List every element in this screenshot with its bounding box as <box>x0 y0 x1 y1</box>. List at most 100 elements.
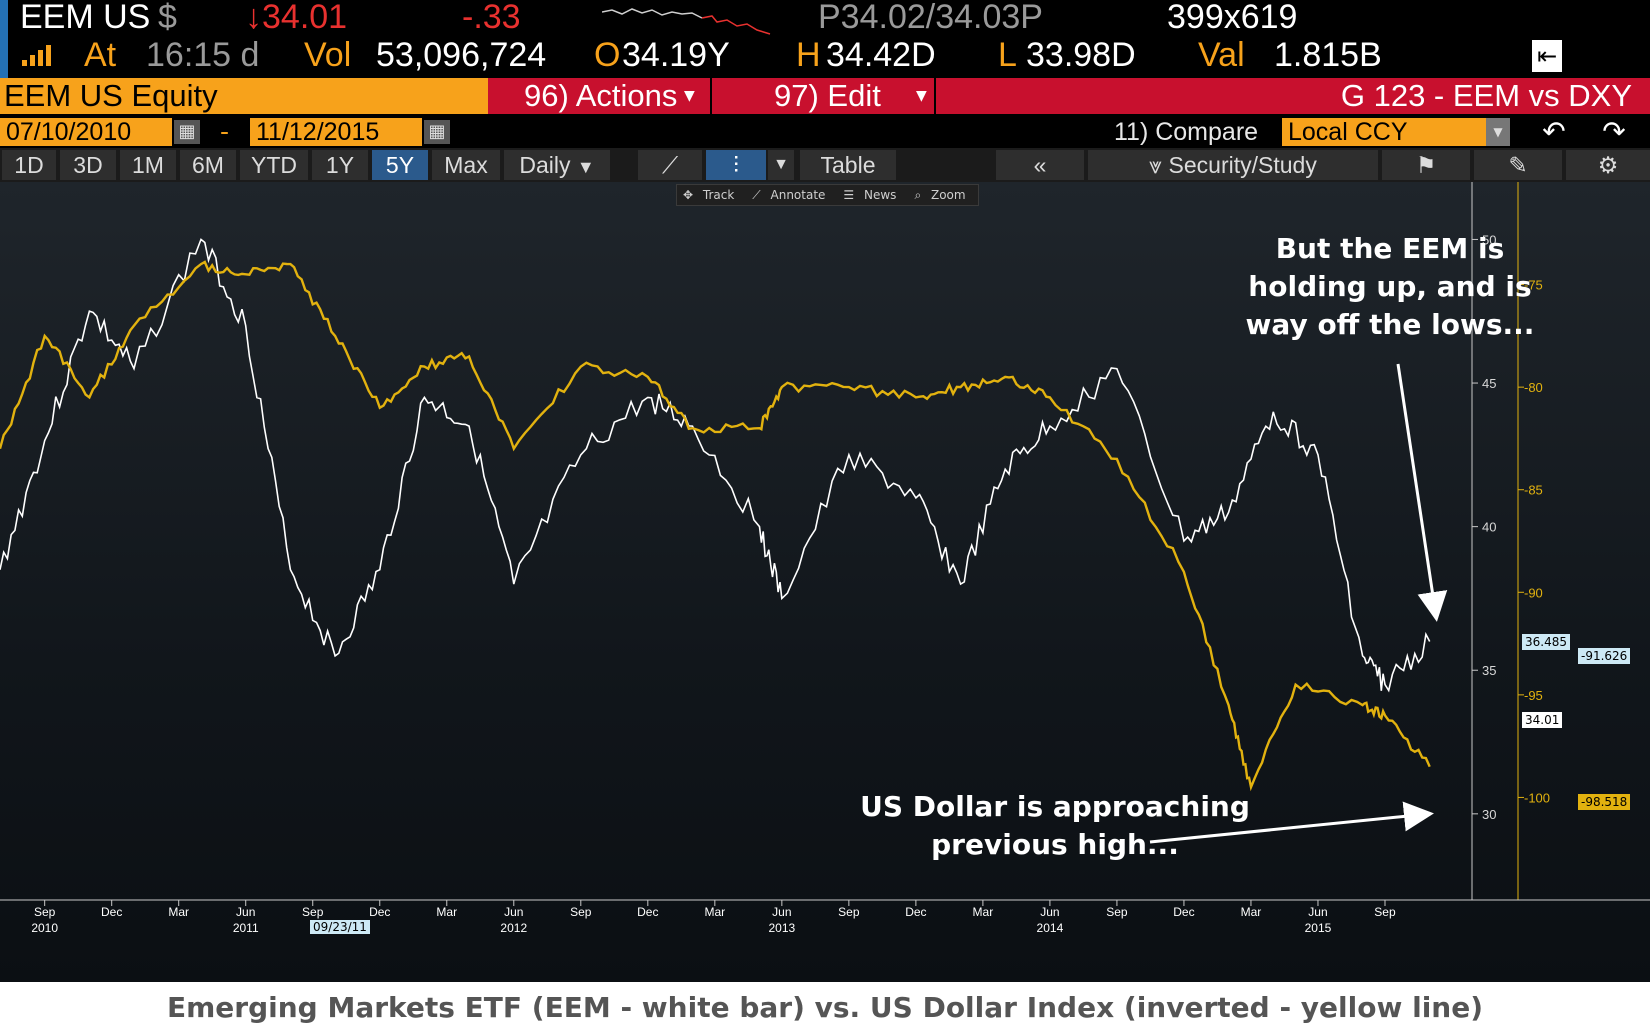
start-date-input[interactable]: 07/10/2010 <box>0 118 172 146</box>
flag-icon[interactable]: ⚑ <box>1382 150 1470 180</box>
left-tick-label: 50 <box>1482 232 1496 247</box>
sparkline-icon <box>602 8 771 35</box>
month-tick-label: Dec <box>369 905 390 919</box>
calendar-icon[interactable]: ▦ <box>174 120 200 144</box>
security-study-label: Security/Study <box>1168 152 1317 178</box>
news-tool[interactable]: ☰ News <box>837 185 908 205</box>
date-range-bar: 07/10/2010 ▦ - 11/12/2015 ▦ 11) Compare … <box>0 116 1650 148</box>
traded-value: 1.815B <box>1274 36 1382 74</box>
annotation-bottom: US Dollar is approaching previous high..… <box>860 788 1250 864</box>
high-label: H <box>796 36 821 74</box>
dxy-label-b: -98.518 <box>1578 794 1631 810</box>
right-tick-label: -80 <box>1524 380 1543 395</box>
month-tick-label: Dec <box>1173 905 1194 919</box>
month-tick-label: Mar <box>168 905 189 919</box>
compare-label: 11) Compare <box>1114 118 1259 146</box>
undo-icon[interactable]: ↶ <box>1542 115 1566 148</box>
annotation-arrow-bottom <box>1149 801 1434 844</box>
series-line-dxy <box>0 260 1431 792</box>
end-date-input[interactable]: 11/12/2015 <box>250 118 422 146</box>
period-1m[interactable]: 1M <box>120 150 176 180</box>
month-tick-label: Dec <box>905 905 926 919</box>
year-tick-label: 2014 <box>1037 921 1064 935</box>
low-label: L <box>998 36 1017 74</box>
dropdown-icon[interactable]: ▼ <box>1486 118 1510 146</box>
edit-menu[interactable]: 97) Edit ▼ <box>712 78 934 114</box>
open-label: O <box>594 36 621 74</box>
month-tick-label: Mar <box>1241 905 1262 919</box>
zoom-tool[interactable]: ⌕ Zoom <box>908 185 977 205</box>
frequency-label: Daily <box>519 152 571 178</box>
vol-label: Vol <box>304 36 352 74</box>
low-price: 33.98D <box>1026 36 1136 74</box>
news-label: News <box>864 188 897 202</box>
month-tick-label: Sep <box>302 905 324 919</box>
month-tick-label: Sep <box>838 905 860 919</box>
period-3d[interactable]: 3D <box>60 150 116 180</box>
month-tick-label: Dec <box>101 905 122 919</box>
study-icon: ⩔ <box>1149 152 1169 178</box>
volume: 53,096,724 <box>376 36 547 74</box>
track-tool[interactable]: ✥ Track <box>677 185 746 205</box>
gear-icon[interactable]: ⚙ <box>1566 150 1650 180</box>
track-label: Track <box>702 188 735 202</box>
year-tick-label: 2013 <box>768 921 795 935</box>
period-1y[interactable]: 1Y <box>312 150 368 180</box>
chart-svg: 50 45 40 35 30 -75 -80 -85 -90 -95 -100 Sep Dec Mar Ju… <box>0 182 1650 935</box>
security-field[interactable]: EEM US Equity <box>0 78 488 114</box>
dropdown-icon: ▼ <box>916 88 927 104</box>
annotate-tool[interactable]: ⟋ Annotate <box>746 185 837 205</box>
month-tick-label: Sep <box>34 905 56 919</box>
month-tick-label: Jun <box>504 905 523 919</box>
table-button[interactable]: Table <box>800 150 896 180</box>
period-5y[interactable]: 5Y <box>372 150 428 180</box>
month-tick-label: Sep <box>570 905 592 919</box>
dropdown-icon[interactable]: ▼ <box>768 150 794 180</box>
frequency-select[interactable]: Daily ▼ <box>504 150 610 180</box>
month-tick-label: Dec <box>637 905 658 919</box>
chart-title-bar: G 123 - EEM vs DXY <box>936 78 1650 114</box>
edit-label: 97) Edit <box>774 78 881 113</box>
annotation-top-line1: But the EEM is <box>1275 232 1505 265</box>
quote-header: EEM US $ ↓34.01 -.33 P34.02/34.03P 399x6… <box>0 0 1650 78</box>
signal-bars-icon <box>22 45 51 66</box>
right-tick-label: -75 <box>1524 278 1543 293</box>
chart-tools: ✥ Track ⟋ Annotate ☰ News ⌕ Zoom <box>676 184 979 206</box>
actions-menu[interactable]: 96) Actions ▼ <box>488 78 710 114</box>
calendar-icon[interactable]: ▦ <box>424 120 450 144</box>
dropdown-icon: ▼ <box>576 157 595 177</box>
line-chart-icon[interactable]: ⟋ <box>638 150 702 180</box>
month-tick-label: Jun <box>772 905 791 919</box>
period-ytd[interactable]: YTD <box>240 150 308 180</box>
year-tick-label: 2011 <box>233 921 259 935</box>
period-1d[interactable]: 1D <box>2 150 56 180</box>
zoom-label: Zoom <box>930 188 966 202</box>
edit-chart-icon[interactable]: ✎ <box>1474 150 1562 180</box>
series-line-eem <box>0 238 1431 693</box>
annotate-label: Annotate <box>770 188 826 202</box>
month-tick-label: Sep <box>1374 905 1396 919</box>
annotation-arrow-top <box>1396 363 1448 622</box>
price-change: -.33 <box>462 0 521 36</box>
annotation-top-line3: way off the lows... <box>1245 308 1535 341</box>
annotation-bottom-line2: previous high... <box>931 828 1179 861</box>
year-tick-label: 2015 <box>1305 921 1332 935</box>
security-study-button[interactable]: ⩔ Security/Study <box>1088 150 1378 180</box>
collapse-icon[interactable]: « <box>996 150 1084 180</box>
bar-chart-icon[interactable]: ⫶ <box>706 150 766 180</box>
period-max[interactable]: Max <box>432 150 500 180</box>
eem-last-label: 34.01 <box>1522 712 1563 728</box>
period-6m[interactable]: 6M <box>180 150 236 180</box>
month-tick-label: Mar <box>704 905 725 919</box>
chart-title: G 123 - EEM vs DXY <box>1340 78 1632 113</box>
month-tick-label: Jun <box>236 905 255 919</box>
left-tick-label: 30 <box>1482 807 1496 822</box>
compare-select[interactable]: Local CCY <box>1282 118 1498 146</box>
export-icon[interactable]: ⇤ <box>1532 40 1562 72</box>
dxy-label-a: -91.626 <box>1578 648 1631 664</box>
redo-icon[interactable]: ↷ <box>1602 115 1626 148</box>
month-tick-label: Jun <box>1308 905 1327 919</box>
annotation-bottom-line1: US Dollar is approaching <box>860 790 1250 823</box>
at-label: At <box>84 36 117 74</box>
open-price: 34.19Y <box>622 36 730 74</box>
